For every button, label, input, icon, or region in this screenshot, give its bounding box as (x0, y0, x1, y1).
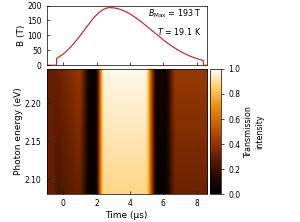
Y-axis label: Transmission
intensity: Transmission intensity (244, 106, 264, 158)
X-axis label: Time (μs): Time (μs) (105, 211, 148, 220)
Y-axis label: Photon energy (eV): Photon energy (eV) (14, 88, 23, 175)
Text: $B_{\mathrm{Max}}$ = 193 T
$T$ = 19.1 K: $B_{\mathrm{Max}}$ = 193 T $T$ = 19.1 K (148, 8, 202, 37)
Y-axis label: B (T): B (T) (17, 25, 26, 46)
